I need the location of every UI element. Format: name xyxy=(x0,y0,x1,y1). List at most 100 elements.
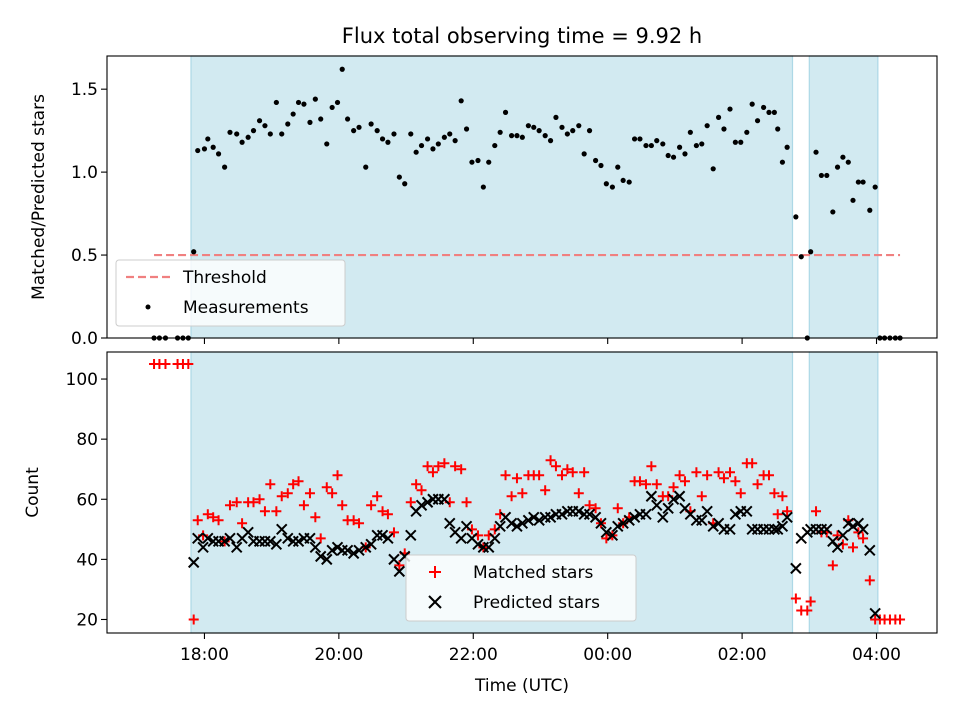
matched-stars-point xyxy=(310,512,321,523)
measurement-point xyxy=(576,123,582,129)
matched-stars-point xyxy=(763,470,774,481)
predicted-stars-point xyxy=(707,520,719,533)
measurement-point xyxy=(324,141,330,147)
measurement-point xyxy=(603,181,609,187)
matched-stars-point xyxy=(730,476,741,487)
measurement-point xyxy=(469,159,475,165)
measurement-point xyxy=(704,123,710,129)
predicted-stars-point xyxy=(673,490,686,502)
matched-stars-point xyxy=(224,500,235,511)
matched-stars-point xyxy=(511,473,522,484)
legend-box xyxy=(405,554,637,622)
y-tick-label: 20 xyxy=(76,610,98,630)
matched-stars-point xyxy=(405,497,416,508)
predicted-stars-point xyxy=(528,511,540,524)
predicted-stars-point xyxy=(657,511,669,524)
measurement-point xyxy=(234,131,240,137)
legend-matched-swatch xyxy=(429,566,441,578)
matched-stars-point xyxy=(208,512,219,523)
measurement-point xyxy=(637,136,643,142)
measurement-point xyxy=(418,142,425,149)
matched-stars-point xyxy=(832,530,843,541)
predicted-stars-point xyxy=(365,538,377,551)
measurement-point xyxy=(581,151,587,157)
y-tick-label: 40 xyxy=(76,550,98,570)
predicted-stars-point xyxy=(701,505,713,517)
legend-measurements-swatch xyxy=(145,304,151,310)
measurement-point xyxy=(374,128,380,134)
matched-stars-point xyxy=(864,575,875,586)
predicted-stars-point xyxy=(192,532,204,545)
matched-stars-point xyxy=(858,533,869,544)
matched-stars-point xyxy=(691,467,702,478)
bottom-panel: 20 40 60 80 100 18:00 20:00 22:00 00:00 02:00 04:… xyxy=(23,351,938,696)
measurement-point xyxy=(402,181,408,187)
predicted-stars-point xyxy=(421,496,434,508)
measurement-point xyxy=(761,104,767,111)
predicted-stars-point xyxy=(218,535,231,548)
bottom-panel-y-axis: 20 40 60 80 100 xyxy=(66,370,107,630)
measurement-point xyxy=(290,111,296,117)
measurement-point xyxy=(508,133,515,139)
matched-stars-point xyxy=(439,458,450,469)
predicted-stars-point xyxy=(460,520,473,533)
matched-stars-point xyxy=(237,518,248,529)
predicted-stars-point xyxy=(831,541,844,554)
predicted-stars-point xyxy=(405,529,417,542)
predicted-stars-point xyxy=(556,508,568,520)
predicted-stars-point xyxy=(388,553,400,566)
measurement-point xyxy=(239,139,245,145)
predicted-stars-point xyxy=(651,499,663,511)
measurement-point xyxy=(845,159,851,165)
matched-stars-point xyxy=(332,470,343,481)
top-panel-x-ticks xyxy=(203,338,878,344)
predicted-stars-point xyxy=(869,607,881,620)
measurement-point xyxy=(744,129,750,135)
measurement-point xyxy=(307,119,313,125)
measurement-point xyxy=(441,134,447,140)
matched-stars-point xyxy=(456,464,467,475)
measurement-point xyxy=(654,138,660,144)
measurement-point xyxy=(818,172,825,179)
measurement-point xyxy=(564,131,570,137)
measurement-point xyxy=(771,109,777,115)
y-tick-label: 80 xyxy=(76,430,98,450)
matched-stars-point xyxy=(282,488,293,499)
measurement-point xyxy=(273,99,279,106)
measurement-point xyxy=(267,131,273,137)
matched-stars-point xyxy=(802,605,813,616)
measurement-point xyxy=(620,177,626,184)
predicted-stars-point xyxy=(187,556,200,569)
measurement-point xyxy=(598,162,604,169)
predicted-stars-point xyxy=(304,532,316,545)
measurement-point xyxy=(609,184,615,190)
predicted-stars-point xyxy=(197,541,209,554)
measurement-point xyxy=(559,124,565,130)
predicted-stars-point xyxy=(781,511,793,524)
matched-stars-point xyxy=(612,503,623,514)
measurement-point xyxy=(413,149,419,155)
measurement-point xyxy=(670,154,677,160)
measurement-point xyxy=(749,101,755,107)
y-tick-label: 1.0 xyxy=(71,163,98,183)
predicted-stars-point xyxy=(729,508,742,520)
measurement-point xyxy=(648,142,654,149)
measurement-point xyxy=(665,152,671,159)
predicted-stars-point xyxy=(326,544,338,557)
y-tick-label: 0.0 xyxy=(71,329,98,349)
predicted-stars-point xyxy=(864,544,876,557)
matched-stars-point xyxy=(713,467,724,478)
matched-stars-point xyxy=(534,470,545,481)
measurement-point xyxy=(363,164,369,170)
matched-stars-point xyxy=(315,533,326,544)
matched-stars-point xyxy=(321,482,332,493)
measurement-point xyxy=(279,131,285,137)
matched-stars-point xyxy=(377,506,388,517)
measurement-point xyxy=(430,146,436,152)
predicted-stars-point xyxy=(282,532,294,545)
measurement-point xyxy=(855,179,861,185)
measurement-point xyxy=(312,96,318,102)
measurement-point xyxy=(344,116,351,122)
predicted-stars-point xyxy=(696,514,708,527)
measurement-point xyxy=(458,98,464,104)
